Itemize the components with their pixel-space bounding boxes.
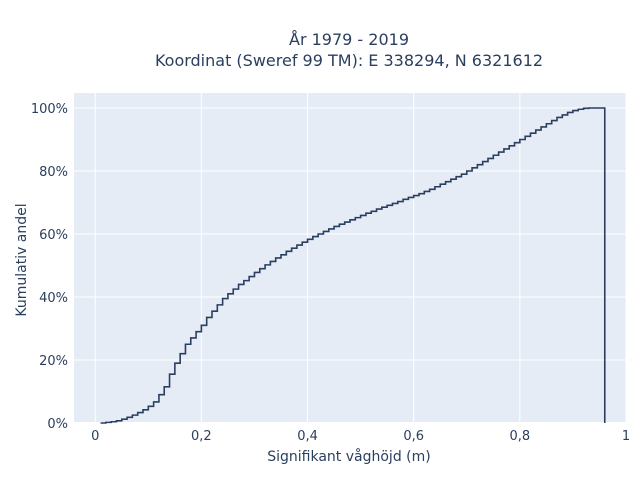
chart-title-line-2: Koordinat (Sweref 99 TM): E 338294, N 63…: [155, 51, 543, 70]
cumulative-step-line: [100, 107, 606, 424]
x-tick-label: 0,4: [297, 429, 318, 444]
y-tick-label: 20%: [39, 354, 68, 369]
x-tick-label: 1: [622, 429, 630, 444]
y-axis-title: Kumulativ andel: [14, 203, 30, 316]
y-tick-label: 40%: [39, 291, 68, 306]
y-tick-label: 80%: [39, 165, 68, 180]
x-tick-label: 0,2: [191, 429, 212, 444]
x-tick-label: 0,6: [403, 429, 424, 444]
y-tick-label: 100%: [31, 102, 68, 117]
x-tick-label: 0: [91, 429, 99, 444]
x-axis-title: Signifikant våghöjd (m): [267, 448, 430, 465]
x-tick-label: 0,8: [510, 429, 531, 444]
y-tick-label: 60%: [39, 228, 68, 243]
plot-area: 0 0,2 0,4 0,6 0,8 1 0% 20% 40% 60% 80% 100%: [31, 93, 630, 444]
y-tick-label: 0%: [47, 417, 68, 432]
plot-background: [74, 93, 626, 423]
chart-title-line-1: År 1979 - 2019: [289, 30, 409, 49]
